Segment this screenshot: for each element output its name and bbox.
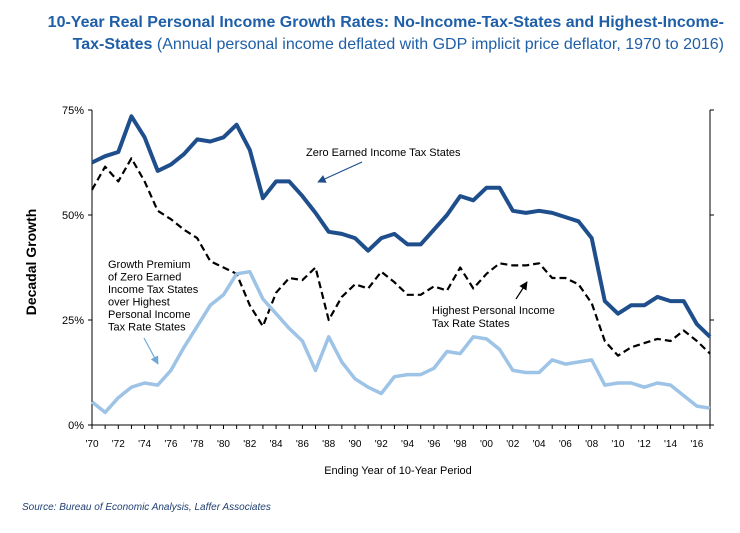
chart-subtitle: (Annual personal income deflated with GD… [156, 36, 724, 53]
x-tick-label: '96 [427, 439, 440, 450]
x-tick-label: '84 [270, 439, 283, 450]
x-tick-label: '08 [585, 439, 598, 450]
annotation-zero-tax-arrow [317, 161, 363, 183]
chart-title: 10-Year Real Personal Income Growth Rate… [47, 14, 724, 53]
x-tick-label: '90 [348, 439, 361, 450]
annotation-premium-line: Personal Income [108, 309, 191, 321]
x-tick-label: '86 [296, 439, 309, 450]
x-tick-label: '14 [664, 439, 677, 450]
x-axis-label: Ending Year of 10-Year Period [324, 465, 472, 477]
chart-title-block: 10-Year Real Personal Income Growth Rate… [24, 12, 724, 56]
annotation-premium-line: over Highest [108, 297, 170, 309]
x-tick-label: '92 [375, 439, 388, 450]
x-tick-label: '16 [690, 439, 703, 450]
x-tick-label: '12 [638, 439, 651, 450]
x-axis: '70 '72 '74 '76 '78 '80 '82 '84 '86 '88 '90 '92 '94 '… [85, 425, 711, 450]
growth-premium-line [90, 269, 711, 415]
x-tick-label: '78 [191, 439, 204, 450]
x-tick-label: '98 [454, 439, 467, 450]
annotation-highest-tax-arrow [515, 281, 528, 300]
x-tick-label: '02 [506, 439, 519, 450]
x-tick-label: '80 [217, 439, 230, 450]
x-tick-label: '82 [243, 439, 256, 450]
source-note: Source: Bureau of Economic Analysis, Laf… [22, 502, 271, 513]
x-tick-label: '10 [611, 439, 624, 450]
y-tick-label: 25% [62, 315, 84, 327]
y-axis-label: Decadal Growth [23, 209, 39, 316]
x-tick-label: '88 [322, 439, 335, 450]
zero-income-tax-states-line [91, 114, 712, 339]
annotation-zero-tax: Zero Earned Income Tax States [306, 147, 461, 159]
x-tick-label: '74 [138, 439, 151, 450]
annotation-premium-line: Income Tax States [108, 284, 199, 296]
x-tick-label: '00 [480, 439, 493, 450]
highest-income-tax-states-line [91, 157, 711, 357]
y-tick-label: 50% [62, 210, 84, 222]
annotation-highest-tax-line: Highest Personal Income [432, 305, 555, 317]
series-layer [90, 114, 712, 415]
annotation-highest-tax-line: Tax Rate States [432, 318, 510, 330]
annotation-premium-arrow [143, 337, 159, 365]
y-axis: 0% 25% 50% 75% [62, 105, 714, 432]
annotation-premium-line: of Zero Earned [108, 272, 181, 284]
y-tick-label: 75% [62, 105, 84, 117]
y-tick-label: 0% [68, 420, 84, 432]
x-tick-label: '72 [112, 439, 125, 450]
x-tick-label: '04 [533, 439, 546, 450]
x-tick-label: '70 [85, 439, 98, 450]
x-tick-label: '06 [559, 439, 572, 450]
annotation-premium-line: Growth Premium [108, 259, 191, 271]
annotation-layer: Zero Earned Income Tax States Highest Per… [108, 147, 555, 365]
x-tick-label: '94 [401, 439, 414, 450]
annotation-premium-line: Tax Rate States [108, 322, 186, 334]
x-tick-label: '76 [164, 439, 177, 450]
